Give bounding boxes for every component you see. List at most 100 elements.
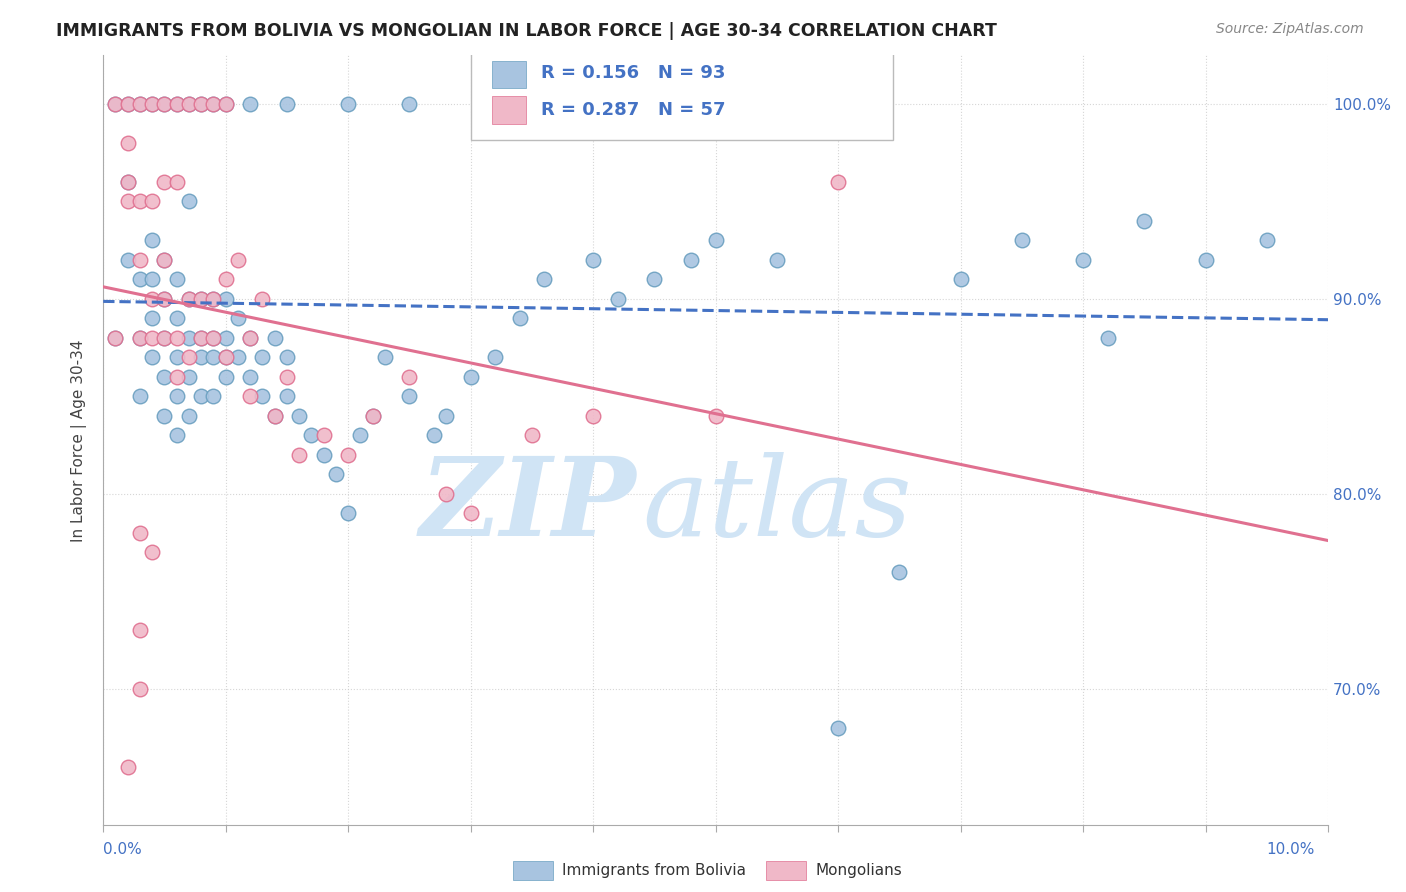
Point <box>889 565 911 579</box>
Text: IMMIGRANTS FROM BOLIVIA VS MONGOLIAN IN LABOR FORCE | AGE 30-34 CORRELATION CHAR: IMMIGRANTS FROM BOLIVIA VS MONGOLIAN IN … <box>56 22 997 40</box>
Point <box>215 331 238 345</box>
Text: R = 0.287   N = 57: R = 0.287 N = 57 <box>540 101 725 119</box>
Point <box>312 428 335 442</box>
Text: Source: ZipAtlas.com: Source: ZipAtlas.com <box>1216 22 1364 37</box>
Point <box>288 448 311 462</box>
Point <box>153 292 176 306</box>
Point <box>129 194 152 209</box>
Text: Mongolians: Mongolians <box>815 863 903 878</box>
Point <box>166 351 188 365</box>
Point <box>129 96 152 111</box>
Point <box>276 96 298 111</box>
Point <box>202 96 225 111</box>
Point <box>104 331 127 345</box>
Point <box>190 351 212 365</box>
Point <box>1097 331 1119 345</box>
Point <box>153 409 176 423</box>
Point <box>215 370 238 384</box>
Point <box>129 389 152 403</box>
Text: ZIP: ZIP <box>419 452 636 559</box>
Point <box>141 194 163 209</box>
Point <box>582 96 605 111</box>
Point <box>226 252 249 267</box>
Point <box>190 292 212 306</box>
Point <box>166 96 188 111</box>
Point <box>423 428 446 442</box>
Point <box>582 409 605 423</box>
Point <box>325 467 347 482</box>
Point <box>252 351 274 365</box>
Point <box>434 409 457 423</box>
Point <box>117 194 139 209</box>
Point <box>202 96 225 111</box>
Point <box>374 351 396 365</box>
Y-axis label: In Labor Force | Age 30-34: In Labor Force | Age 30-34 <box>72 339 87 541</box>
Point <box>276 351 298 365</box>
Text: Immigrants from Bolivia: Immigrants from Bolivia <box>562 863 747 878</box>
Point <box>337 507 360 521</box>
Point <box>361 409 384 423</box>
Point <box>141 96 163 111</box>
Point <box>643 272 665 286</box>
Point <box>117 760 139 774</box>
Point <box>166 370 188 384</box>
Point <box>460 507 482 521</box>
Point <box>166 428 188 442</box>
Point <box>582 252 605 267</box>
Point <box>1256 234 1278 248</box>
Point <box>104 96 127 111</box>
Point <box>190 96 212 111</box>
FancyBboxPatch shape <box>492 96 526 124</box>
Point <box>153 331 176 345</box>
Point <box>252 292 274 306</box>
Point <box>766 252 789 267</box>
Point <box>361 409 384 423</box>
Point <box>681 252 703 267</box>
Point <box>349 428 371 442</box>
Point <box>141 311 163 326</box>
Point <box>460 370 482 384</box>
Point <box>1195 252 1218 267</box>
Point <box>141 331 163 345</box>
Point <box>177 96 200 111</box>
Point <box>153 292 176 306</box>
Point <box>190 331 212 345</box>
Point <box>166 96 188 111</box>
Point <box>117 96 139 111</box>
Point <box>190 389 212 403</box>
Point <box>337 448 360 462</box>
Point <box>141 545 163 559</box>
Point <box>226 351 249 365</box>
Point <box>153 252 176 267</box>
FancyBboxPatch shape <box>492 61 526 88</box>
Point <box>117 96 139 111</box>
Point <box>202 389 225 403</box>
Point <box>1011 234 1033 248</box>
Point <box>484 351 506 365</box>
FancyBboxPatch shape <box>471 49 893 140</box>
Point <box>141 272 163 286</box>
Point <box>166 311 188 326</box>
Point <box>177 96 200 111</box>
Point <box>239 389 262 403</box>
Point <box>312 448 335 462</box>
Point <box>129 624 152 638</box>
Point <box>177 351 200 365</box>
Point <box>153 331 176 345</box>
Point <box>1133 214 1156 228</box>
Point <box>263 331 285 345</box>
Point <box>129 331 152 345</box>
Point <box>226 311 249 326</box>
Point <box>276 389 298 403</box>
Point <box>202 331 225 345</box>
Point <box>177 292 200 306</box>
Point <box>153 175 176 189</box>
Text: 10.0%: 10.0% <box>1267 842 1315 856</box>
Point <box>141 96 163 111</box>
Point <box>153 96 176 111</box>
Point <box>177 370 200 384</box>
Point <box>190 331 212 345</box>
Point <box>117 175 139 189</box>
Point <box>129 681 152 696</box>
Point <box>202 292 225 306</box>
